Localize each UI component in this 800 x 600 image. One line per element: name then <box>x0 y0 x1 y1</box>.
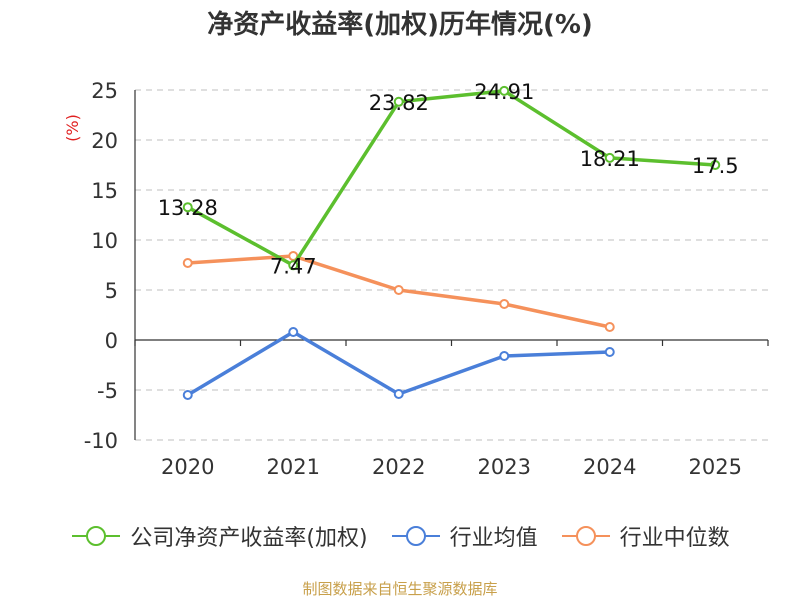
legend-line-icon <box>72 526 121 546</box>
data-label: 17.5 <box>692 154 739 178</box>
data-point <box>182 258 193 268</box>
data-point <box>604 322 615 332</box>
data-point <box>710 160 721 170</box>
y-axis-title: (%) <box>63 114 82 142</box>
data-point <box>288 327 299 337</box>
data-point <box>393 96 404 107</box>
data-label: 7.47 <box>270 254 317 278</box>
data-point <box>182 390 193 400</box>
legend-item-roe[interactable]: 公司净资产收益率(加权) <box>70 520 368 552</box>
x-tick-label: 2022 <box>372 455 425 479</box>
data-point <box>499 299 510 309</box>
series-line <box>186 89 716 268</box>
x-tick-label: 2020 <box>161 455 214 479</box>
y-tick-label: 20 <box>91 129 118 153</box>
y-tick-label: -5 <box>97 379 118 403</box>
chart-title: 净资产收益率(加权)历年情况(%) <box>207 10 593 40</box>
legend-label: 行业中位数 <box>619 526 730 551</box>
legend-item-industry-median[interactable]: 行业中位数 <box>560 520 730 552</box>
data-point <box>499 85 510 96</box>
y-tick-label: 25 <box>91 79 118 103</box>
data-point <box>393 389 404 399</box>
legend: 公司净资产收益率(加权) 行业均值 行业中位数 <box>0 520 800 552</box>
legend-line-icon <box>391 526 440 546</box>
x-tick-label: 2024 <box>583 455 636 479</box>
data-point <box>393 285 404 295</box>
legend-line-icon <box>561 526 610 546</box>
y-tick-label: 0 <box>105 329 118 353</box>
legend-label: 行业均值 <box>449 526 538 551</box>
x-tick-label: 2023 <box>478 455 531 479</box>
data-source-note: 制图数据来自恒生聚源数据库 <box>302 580 498 598</box>
data-label: 13.28 <box>158 196 218 220</box>
data-point <box>604 152 615 163</box>
data-point <box>499 351 510 361</box>
x-tick-label: 2025 <box>689 455 742 479</box>
y-tick-label: 15 <box>91 179 118 203</box>
data-label: 23.82 <box>369 91 429 115</box>
data-label: 18.21 <box>580 147 640 171</box>
data-label: 24.91 <box>474 80 534 104</box>
legend-label: 公司净资产收益率(加权) <box>130 526 368 551</box>
series-line <box>186 330 610 397</box>
y-tick-label: 5 <box>105 279 118 303</box>
x-tick-label: 2021 <box>267 455 320 479</box>
y-tick-label: 10 <box>91 229 118 253</box>
data-point <box>604 347 615 357</box>
data-point <box>288 260 299 271</box>
data-point <box>182 202 193 213</box>
legend-item-industry-mean[interactable]: 行业均值 <box>390 520 538 552</box>
y-tick-label: -10 <box>84 429 118 453</box>
